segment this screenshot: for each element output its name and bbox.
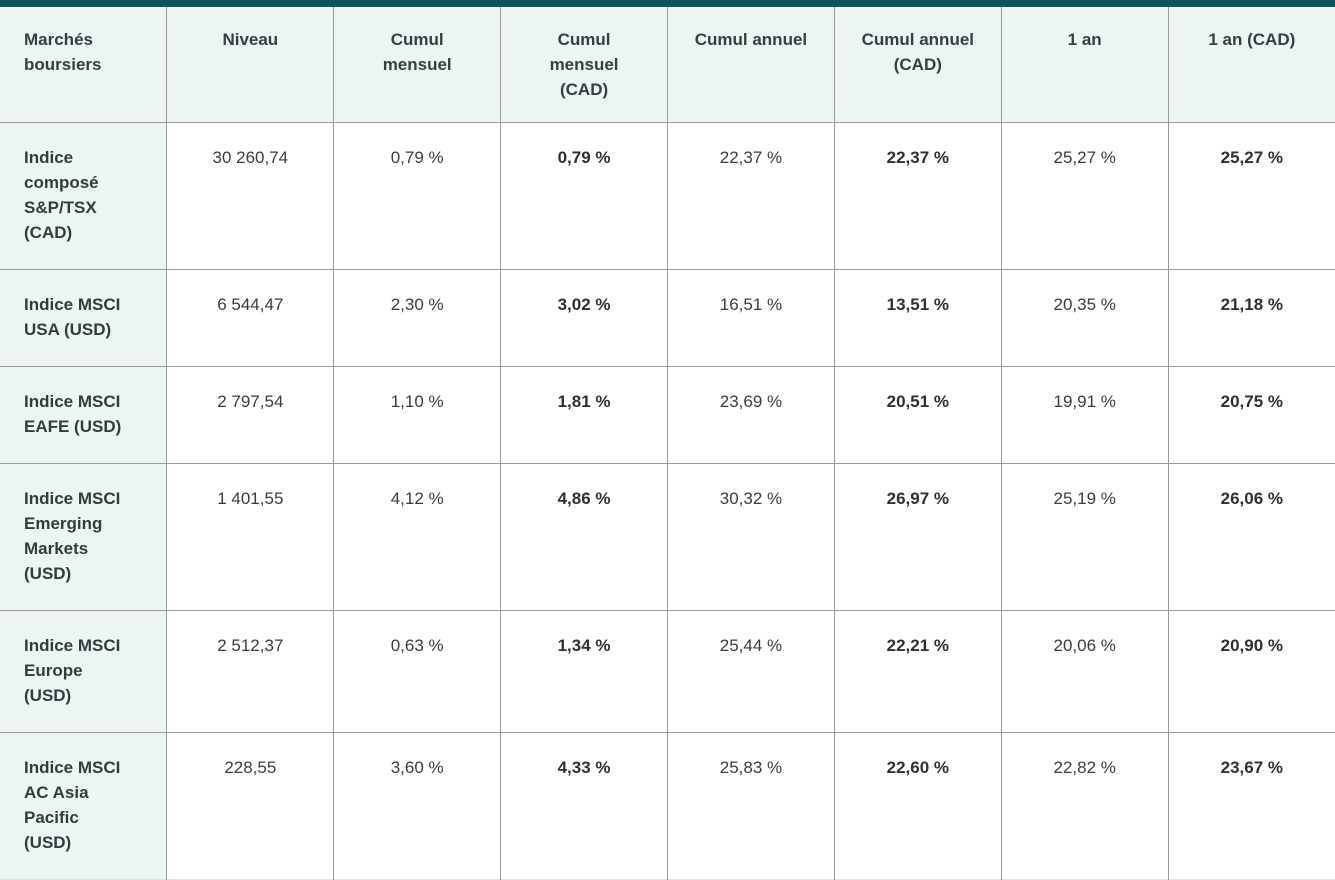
cell-cumul-mensuel: 0,63 % (333, 610, 501, 733)
cell-cumul-annuel-cad: 20,51 % (833, 366, 1002, 464)
cell-cumul-mensuel: 0,79 % (333, 122, 501, 270)
cell-cumul-mensuel: 1,10 % (333, 366, 501, 464)
table-body: Indice composé S&P/TSX (CAD) 30 260,74 0… (0, 122, 1335, 880)
cell-niveau: 2 512,37 (166, 610, 334, 733)
cell-cumul-mensuel-cad: 4,33 % (500, 732, 668, 880)
column-header-1-an-cad: 1 an (CAD) (1167, 7, 1335, 123)
cell-niveau: 6 544,47 (166, 269, 334, 367)
table-row: Indice MSCI Emerging Markets (USD) 1 401… (0, 463, 1335, 611)
row-label: Indice composé S&P/TSX (CAD) (0, 122, 167, 270)
cell-1-an-cad: 20,75 % (1167, 366, 1335, 464)
row-label: Indice MSCI Europe (USD) (0, 610, 167, 733)
cell-cumul-annuel-cad: 26,97 % (833, 463, 1002, 611)
cell-cumul-annuel-cad: 22,21 % (833, 610, 1002, 733)
cell-1-an-cad: 20,90 % (1167, 610, 1335, 733)
table-row: Indice MSCI AC Asia Pacific (USD) 228,55… (0, 732, 1335, 880)
cell-cumul-mensuel: 3,60 % (333, 732, 501, 880)
column-header-marches-boursiers: Marchés boursiers (0, 7, 167, 123)
cell-1-an: 20,35 % (1000, 269, 1169, 367)
cell-cumul-mensuel-cad: 4,86 % (500, 463, 668, 611)
row-label: Indice MSCI EAFE (USD) (0, 366, 167, 464)
row-label: Indice MSCI USA (USD) (0, 269, 167, 367)
cell-cumul-annuel: 30,32 % (667, 463, 835, 611)
cell-cumul-mensuel-cad: 3,02 % (500, 269, 668, 367)
table-row: Indice MSCI USA (USD) 6 544,47 2,30 % 3,… (0, 269, 1335, 367)
cell-1-an-cad: 23,67 % (1167, 732, 1335, 880)
cell-niveau: 30 260,74 (166, 122, 334, 270)
cell-1-an: 25,27 % (1000, 122, 1169, 270)
cell-cumul-annuel: 25,44 % (667, 610, 835, 733)
cell-1-an: 19,91 % (1000, 366, 1169, 464)
table-row: Indice MSCI EAFE (USD) 2 797,54 1,10 % 1… (0, 366, 1335, 464)
column-header-1-an: 1 an (1000, 7, 1169, 123)
cell-cumul-annuel: 25,83 % (667, 732, 835, 880)
cell-cumul-annuel: 23,69 % (667, 366, 835, 464)
table-row: Indice MSCI Europe (USD) 2 512,37 0,63 %… (0, 610, 1335, 733)
cell-cumul-annuel-cad: 22,60 % (833, 732, 1002, 880)
column-header-cumul-mensuel: Cumul mensuel (333, 7, 501, 123)
column-header-niveau: Niveau (166, 7, 334, 123)
cell-1-an-cad: 26,06 % (1167, 463, 1335, 611)
table-header: Marchés boursiers Niveau Cumul mensuel C… (0, 7, 1335, 123)
cell-cumul-annuel: 22,37 % (667, 122, 835, 270)
cell-1-an: 22,82 % (1000, 732, 1169, 880)
accent-bar (0, 0, 1335, 7)
cell-1-an-cad: 25,27 % (1167, 122, 1335, 270)
row-label: Indice MSCI Emerging Markets (USD) (0, 463, 167, 611)
table-row: Indice composé S&P/TSX (CAD) 30 260,74 0… (0, 122, 1335, 270)
row-label: Indice MSCI AC Asia Pacific (USD) (0, 732, 167, 880)
column-header-cumul-mensuel-cad: Cumul mensuel (CAD) (500, 7, 668, 123)
cell-cumul-annuel-cad: 13,51 % (833, 269, 1002, 367)
cell-cumul-annuel: 16,51 % (667, 269, 835, 367)
cell-cumul-mensuel: 4,12 % (333, 463, 501, 611)
cell-niveau: 1 401,55 (166, 463, 334, 611)
market-indices-table: Marchés boursiers Niveau Cumul mensuel C… (0, 7, 1335, 880)
cell-cumul-annuel-cad: 22,37 % (833, 122, 1002, 270)
column-header-cumul-annuel-cad: Cumul annuel (CAD) (833, 7, 1002, 123)
cell-1-an-cad: 21,18 % (1167, 269, 1335, 367)
cell-1-an: 25,19 % (1000, 463, 1169, 611)
cell-niveau: 228,55 (166, 732, 334, 880)
cell-niveau: 2 797,54 (166, 366, 334, 464)
cell-1-an: 20,06 % (1000, 610, 1169, 733)
cell-cumul-mensuel-cad: 0,79 % (500, 122, 668, 270)
cell-cumul-mensuel: 2,30 % (333, 269, 501, 367)
column-header-cumul-annuel: Cumul annuel (667, 7, 835, 123)
cell-cumul-mensuel-cad: 1,34 % (500, 610, 668, 733)
header-row: Marchés boursiers Niveau Cumul mensuel C… (0, 7, 1335, 123)
cell-cumul-mensuel-cad: 1,81 % (500, 366, 668, 464)
